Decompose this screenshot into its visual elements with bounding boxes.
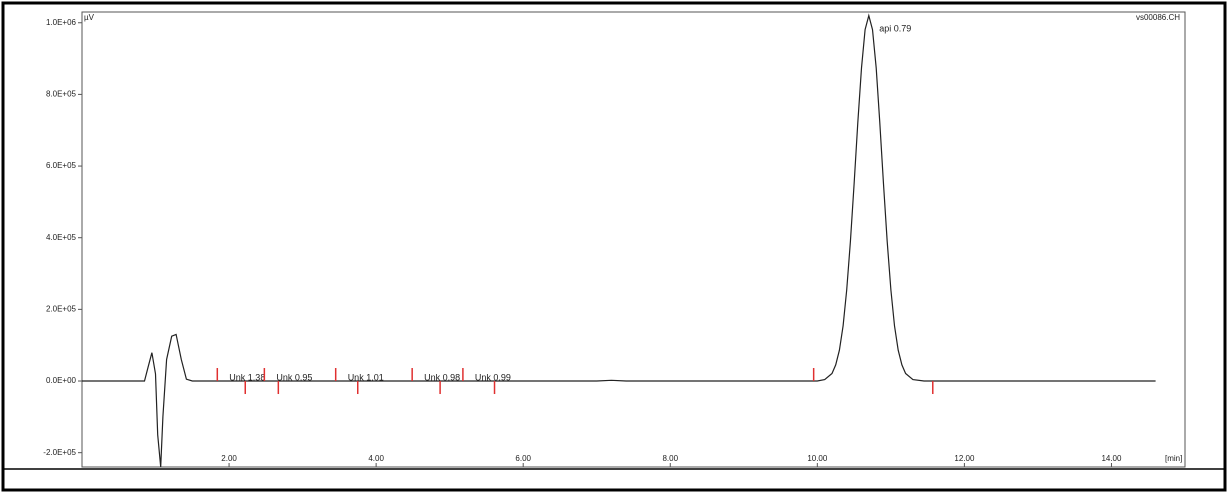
- y-unit: µV: [84, 13, 95, 22]
- x-tick-label: 4.00: [368, 454, 384, 463]
- x-tick-label: 8.00: [662, 454, 678, 463]
- peak-label: Unk 0.98: [424, 372, 460, 382]
- signal-trace: [82, 13, 1156, 468]
- file-name: vs00086.CH: [1136, 13, 1180, 22]
- peak-label: api 0.79: [879, 23, 911, 33]
- y-tick-label: 4.0E+05: [46, 233, 77, 242]
- peak-label: Unk 1.01: [348, 372, 384, 382]
- peak-label: Unk 0.99: [475, 372, 511, 382]
- y-tick-label: 8.0E+05: [46, 90, 77, 99]
- x-tick-label: 2.00: [221, 454, 237, 463]
- y-tick-label: 0.0E+00: [46, 376, 77, 385]
- y-tick-label: 2.0E+05: [46, 304, 77, 313]
- y-tick-label: -2.0E+05: [43, 448, 76, 457]
- y-tick-label: 1.0E+06: [46, 18, 77, 27]
- x-unit: [min]: [1165, 454, 1182, 463]
- x-tick-label: 6.00: [515, 454, 531, 463]
- peak-label: Unk 0.95: [276, 372, 312, 382]
- x-tick-label: 14.00: [1101, 454, 1122, 463]
- x-tick-label: 12.00: [954, 454, 975, 463]
- y-tick-label: 6.0E+05: [46, 161, 77, 170]
- x-tick-label: 10.00: [807, 454, 828, 463]
- peak-label: Unk 1.38: [229, 372, 265, 382]
- plot-frame: [81, 11, 1186, 468]
